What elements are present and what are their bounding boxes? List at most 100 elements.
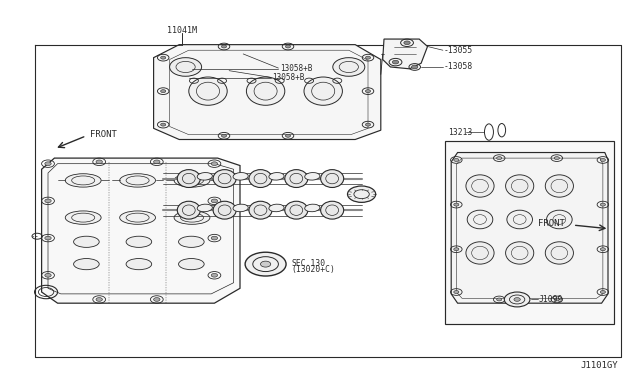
Ellipse shape [213,170,236,187]
Ellipse shape [506,242,534,264]
Ellipse shape [170,58,202,76]
Ellipse shape [600,248,605,251]
Ellipse shape [74,259,99,270]
Ellipse shape [348,186,376,202]
Ellipse shape [412,65,418,69]
Ellipse shape [497,157,502,160]
Ellipse shape [211,236,218,240]
Text: FRONT: FRONT [90,130,116,139]
Text: J1101GY: J1101GY [580,361,618,370]
Ellipse shape [454,158,459,161]
Ellipse shape [260,261,271,267]
Ellipse shape [554,298,559,301]
Ellipse shape [174,211,210,224]
Ellipse shape [179,259,204,270]
Ellipse shape [120,174,156,187]
Ellipse shape [467,210,493,229]
Ellipse shape [246,77,285,105]
Ellipse shape [404,41,410,45]
Ellipse shape [600,291,605,294]
Text: (13020+C): (13020+C) [291,265,335,274]
Ellipse shape [285,201,308,219]
Ellipse shape [249,201,272,219]
Polygon shape [42,158,240,303]
Text: J1099: J1099 [539,295,563,304]
Ellipse shape [96,298,102,301]
Ellipse shape [120,211,156,224]
Ellipse shape [65,211,101,224]
Ellipse shape [221,45,227,48]
Ellipse shape [179,236,204,247]
Ellipse shape [177,201,200,219]
Ellipse shape [174,174,210,187]
Ellipse shape [45,236,51,240]
Ellipse shape [600,203,605,206]
Ellipse shape [285,134,291,137]
Ellipse shape [504,292,530,307]
Ellipse shape [177,170,200,187]
Ellipse shape [233,173,248,180]
Ellipse shape [285,170,308,187]
Ellipse shape [211,162,218,166]
Ellipse shape [154,160,160,164]
Ellipse shape [545,175,573,197]
Ellipse shape [126,236,152,247]
Text: 13058+B: 13058+B [280,64,312,73]
Ellipse shape [554,157,559,160]
Ellipse shape [154,298,160,301]
Text: -13055: -13055 [444,46,473,55]
Text: SEC.130: SEC.130 [291,259,325,268]
Ellipse shape [45,199,51,203]
Polygon shape [451,153,608,303]
Text: 13213: 13213 [448,128,472,137]
Ellipse shape [600,158,605,161]
Ellipse shape [365,90,371,93]
Ellipse shape [161,123,166,126]
Ellipse shape [497,298,502,301]
Ellipse shape [305,204,320,212]
Ellipse shape [321,201,344,219]
Ellipse shape [197,173,212,180]
Ellipse shape [126,259,152,270]
Ellipse shape [211,199,218,203]
Ellipse shape [45,273,51,277]
Ellipse shape [466,242,494,264]
Polygon shape [445,141,614,324]
Ellipse shape [454,248,459,251]
Text: -13058: -13058 [444,62,473,71]
Ellipse shape [514,298,520,301]
Ellipse shape [304,77,342,105]
Ellipse shape [161,56,166,59]
Ellipse shape [189,77,227,105]
Ellipse shape [211,273,218,277]
Ellipse shape [547,210,572,229]
Ellipse shape [305,173,320,180]
Ellipse shape [507,210,532,229]
Ellipse shape [269,204,284,212]
Polygon shape [154,45,381,140]
Polygon shape [383,39,428,69]
Ellipse shape [65,174,101,187]
Ellipse shape [365,123,371,126]
Ellipse shape [197,204,212,212]
Ellipse shape [285,45,291,48]
Ellipse shape [233,204,248,212]
Ellipse shape [466,175,494,197]
Ellipse shape [213,201,236,219]
Ellipse shape [161,90,166,93]
Ellipse shape [74,236,99,247]
Ellipse shape [392,60,399,64]
Ellipse shape [249,170,272,187]
Text: 13058+B: 13058+B [272,73,305,82]
Ellipse shape [506,175,534,197]
Ellipse shape [269,173,284,180]
Ellipse shape [96,160,102,164]
Text: FRONT: FRONT [538,219,564,228]
Text: 11041M: 11041M [168,26,197,35]
Ellipse shape [245,252,286,276]
Ellipse shape [221,134,227,137]
Ellipse shape [545,242,573,264]
Ellipse shape [321,170,344,187]
Ellipse shape [45,162,51,166]
Ellipse shape [454,291,459,294]
